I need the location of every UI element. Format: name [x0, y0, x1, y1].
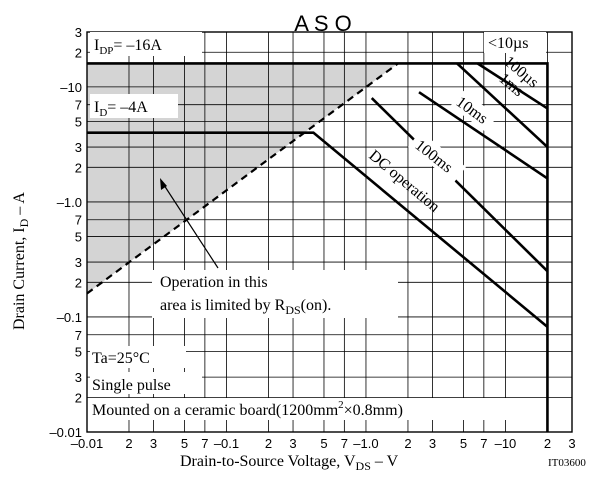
- plot-frame: [86, 31, 573, 433]
- y-tick-label: 7: [75, 213, 82, 228]
- condition-mounting: Mounted on a ceramic board(1200mm2×0.8mm…: [92, 399, 403, 419]
- x-tick-label: 3: [568, 436, 575, 451]
- rds-note-bg: [152, 270, 398, 318]
- y-tick-label: 5: [75, 345, 82, 360]
- y-tick-label: –0.01: [49, 425, 82, 440]
- x-tick-label: –0.01: [71, 436, 104, 451]
- x-tick-label: 7: [201, 436, 208, 451]
- y-tick-label: 2: [75, 390, 82, 405]
- condition-ta: Ta=25°C: [92, 350, 150, 367]
- soa-curve-0: [87, 62, 549, 432]
- y-tick-label: 2: [75, 160, 82, 175]
- rds-note-line2: area is limited by RDS(on).: [160, 297, 331, 317]
- x-tick-label: 7: [341, 436, 348, 451]
- x-tick-label: –1.0: [353, 436, 378, 451]
- soa-curve-4: [370, 97, 549, 273]
- x-tick-label: 2: [404, 436, 411, 451]
- rds-note-arrow: [161, 181, 219, 269]
- x-tick-label: –10: [495, 436, 517, 451]
- id-label: ID= –4A: [94, 99, 148, 119]
- condition-3-bg: [90, 398, 518, 420]
- idp-label: IDP= –16A: [94, 37, 162, 57]
- soa-curve-5: [87, 131, 549, 328]
- soa-curve-3: [418, 91, 549, 180]
- rds-limit-line: [86, 62, 399, 295]
- x-tick-label: 2: [544, 436, 551, 451]
- id-label-bg: [90, 94, 178, 118]
- x-tick-label: –0.1: [214, 436, 239, 451]
- x-tick-label: 2: [125, 436, 132, 451]
- y-tick-label: 7: [75, 98, 82, 113]
- condition-2-bg: [90, 372, 202, 394]
- pulse-100ms-label-bg: [407, 131, 467, 183]
- y-tick-label: 5: [75, 230, 82, 245]
- x-tick-label: 3: [150, 436, 157, 451]
- y-tick-label: 7: [75, 328, 82, 343]
- y-tick-label: –0.1: [57, 310, 82, 325]
- x-tick-label: 5: [320, 436, 327, 451]
- rds-note-line1: Operation in this: [160, 274, 268, 291]
- x-tick-label: 5: [181, 436, 188, 451]
- y-tick-label: 3: [75, 255, 82, 270]
- figure-code: IT03600: [548, 457, 586, 469]
- pulse-10us-label: <10µs: [488, 35, 528, 52]
- x-tick-label: 2: [265, 436, 272, 451]
- rds-note-arrowhead: [160, 178, 167, 190]
- y-axis-label: Drain Current, ID – A: [11, 192, 31, 330]
- x-tick-label: 3: [289, 436, 296, 451]
- x-tick-label: 7: [480, 436, 487, 451]
- y-tick-label: 3: [75, 25, 82, 40]
- soa-curve-2: [456, 62, 549, 148]
- x-axis-label: Drain-to-Source Voltage, VDS – V: [180, 453, 399, 473]
- y-tick-label: –1.0: [57, 195, 82, 210]
- y-tick-label: 2: [75, 45, 82, 60]
- y-tick-label: 3: [75, 140, 82, 155]
- y-tick-label: –10: [60, 80, 82, 95]
- y-tick-label: 2: [75, 275, 82, 290]
- x-tick-label: 5: [460, 436, 467, 451]
- x-tick-label: 3: [429, 436, 436, 451]
- y-tick-label: 3: [75, 370, 82, 385]
- pulse-10ms-label-bg: [450, 89, 498, 133]
- pulse-10us-label-bg: [484, 32, 546, 53]
- condition-1-bg: [90, 346, 186, 368]
- condition-single-pulse: Single pulse: [92, 377, 171, 394]
- soa-curve-1: [476, 62, 549, 110]
- y-tick-label: 5: [75, 115, 82, 130]
- idp-label-bg: [90, 32, 202, 56]
